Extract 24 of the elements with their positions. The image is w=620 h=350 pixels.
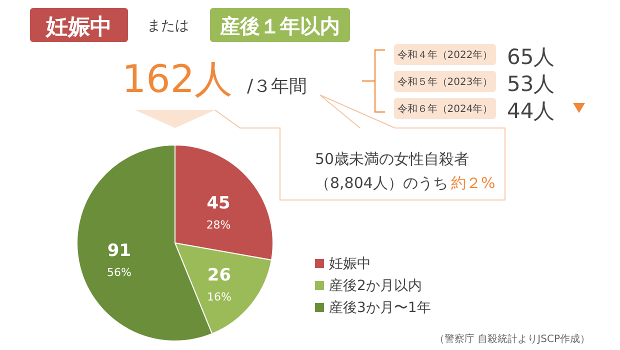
text: 令和４年（2022年） [397, 49, 493, 61]
data-label: 26 [207, 266, 232, 286]
text: または [147, 18, 189, 34]
text: （8,804人）のうち [315, 174, 448, 192]
legend-label: 妊娠中 [329, 256, 371, 272]
text: 53人 [507, 72, 555, 96]
text: （警察庁 自殺統計よりJSCP作成） [434, 333, 590, 345]
text: 56% [107, 266, 132, 279]
text: 44人 [507, 99, 555, 123]
data-label: 45 [206, 193, 230, 214]
text: 162人 [122, 57, 233, 101]
legend-label: 産後2か月以内 [329, 278, 422, 294]
text: 令和５年（2023年） [397, 76, 493, 88]
text: 約２% [450, 174, 496, 192]
text: 令和６年（2024年） [397, 103, 493, 115]
text: 16% [207, 290, 232, 304]
text: 産後１年以内 [219, 14, 340, 38]
text: 妊娠中 [45, 15, 112, 40]
data-label: 91 [107, 240, 132, 261]
text: 50歳未満の女性自殺者 [314, 150, 470, 168]
legend-label: 産後3か月〜1年 [329, 300, 431, 316]
text: 28% [206, 218, 231, 232]
text: /３年間 [247, 76, 308, 97]
text: 65人 [507, 45, 555, 69]
